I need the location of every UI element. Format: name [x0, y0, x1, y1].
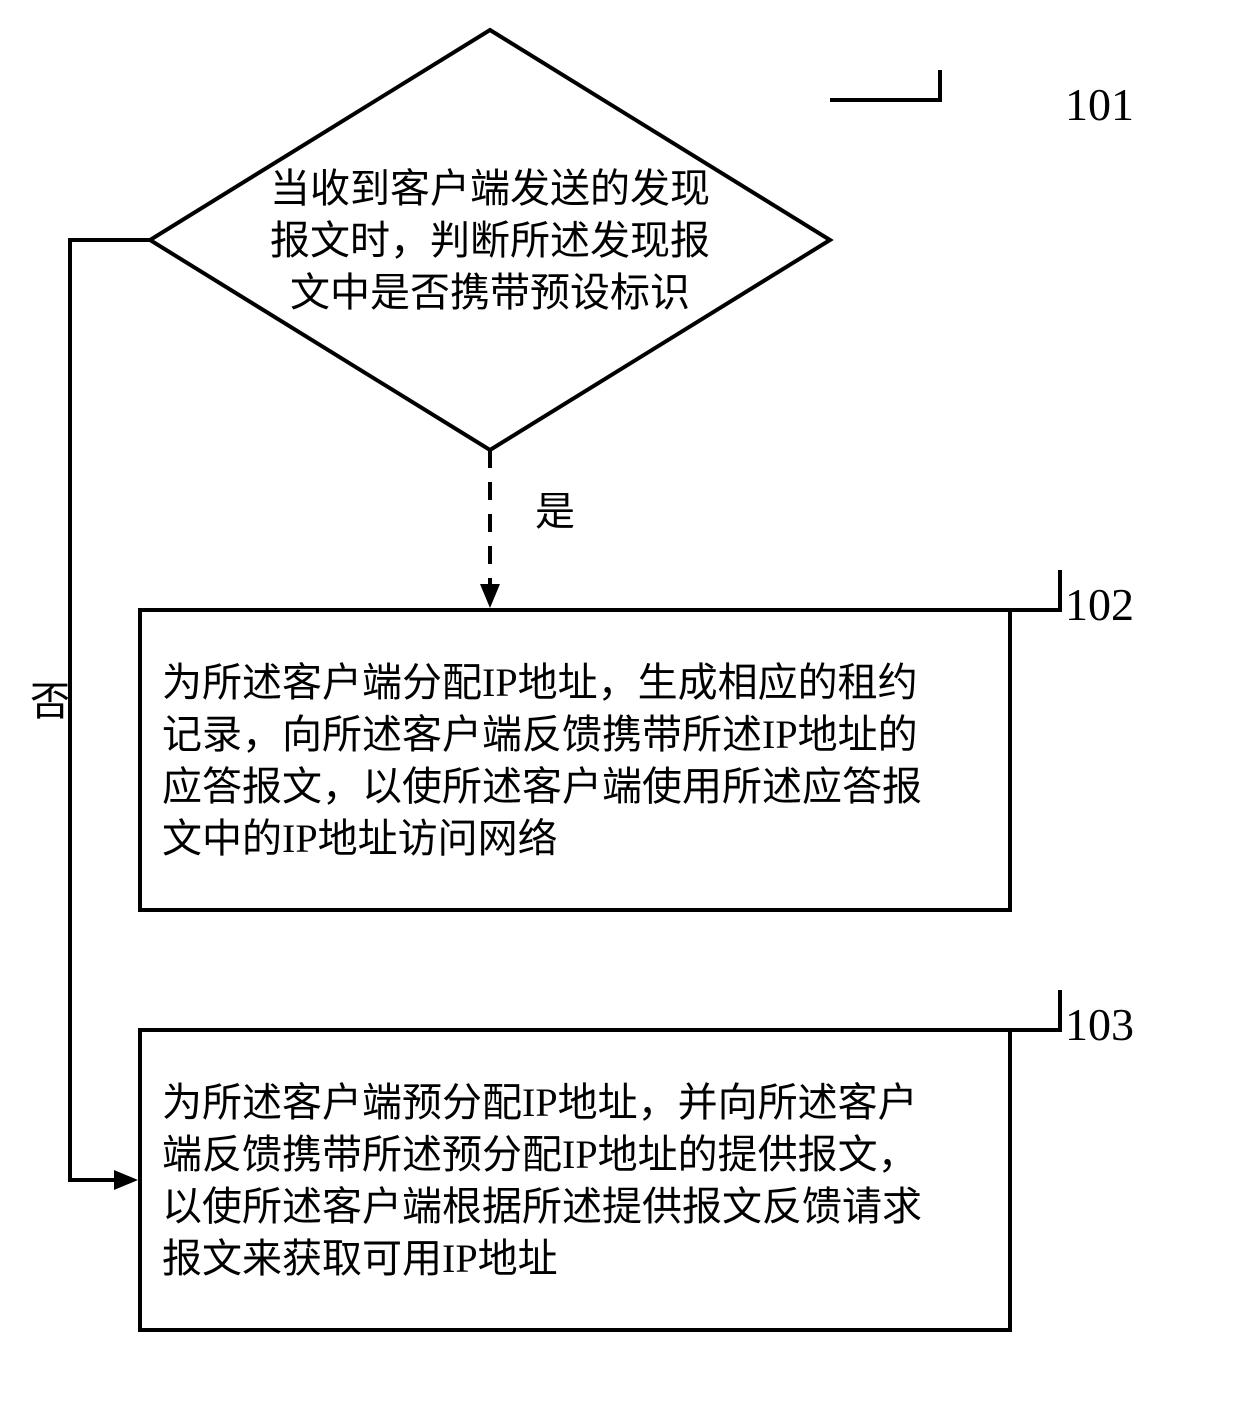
edge-no-label: 否 — [30, 679, 70, 724]
arrowhead — [480, 584, 500, 608]
svg-text:应答报文，以使所述客户端使用所述应答报: 应答报文，以使所述客户端使用所述应答报 — [162, 764, 922, 809]
process-yes-rect — [140, 610, 1010, 910]
process-no-rect-text: 为所述客户端预分配IP地址，并向所述客户端反馈携带所述预分配IP地址的提供报文，… — [162, 1080, 922, 1281]
callout-102-label: 102 — [1065, 579, 1134, 630]
callout-102 — [1010, 570, 1060, 610]
svg-text:文中是否携带预设标识: 文中是否携带预设标识 — [290, 270, 690, 315]
process-no-rect — [140, 1030, 1010, 1330]
svg-text:报文时，判断所述发现报: 报文时，判断所述发现报 — [270, 218, 710, 263]
edge-yes-label: 是 — [535, 489, 575, 534]
callout-103 — [1010, 990, 1060, 1030]
decision-text: 当收到客户端发送的发现报文时，判断所述发现报文中是否携带预设标识 — [270, 166, 710, 315]
svg-text:端反馈携带所述预分配IP地址的提供报文，: 端反馈携带所述预分配IP地址的提供报文， — [162, 1132, 918, 1177]
svg-text:以使所述客户端根据所述提供报文反馈请求: 以使所述客户端根据所述提供报文反馈请求 — [162, 1184, 922, 1229]
callout-101 — [830, 70, 940, 100]
svg-text:当收到客户端发送的发现: 当收到客户端发送的发现 — [270, 166, 710, 211]
process-yes-rect-text: 为所述客户端分配IP地址，生成相应的租约记录，向所述客户端反馈携带所述IP地址的… — [162, 660, 922, 861]
svg-text:为所述客户端预分配IP地址，并向所述客户: 为所述客户端预分配IP地址，并向所述客户 — [162, 1080, 918, 1125]
arrowhead — [114, 1170, 138, 1190]
svg-text:报文来获取可用IP地址: 报文来获取可用IP地址 — [162, 1236, 558, 1281]
callout-101-label: 101 — [1065, 79, 1134, 130]
callout-103-label: 103 — [1065, 999, 1134, 1050]
svg-text:为所述客户端分配IP地址，生成相应的租约: 为所述客户端分配IP地址，生成相应的租约 — [162, 660, 918, 705]
svg-text:文中的IP地址访问网络: 文中的IP地址访问网络 — [162, 816, 558, 861]
svg-text:记录，向所述客户端反馈携带所述IP地址的: 记录，向所述客户端反馈携带所述IP地址的 — [162, 712, 918, 757]
